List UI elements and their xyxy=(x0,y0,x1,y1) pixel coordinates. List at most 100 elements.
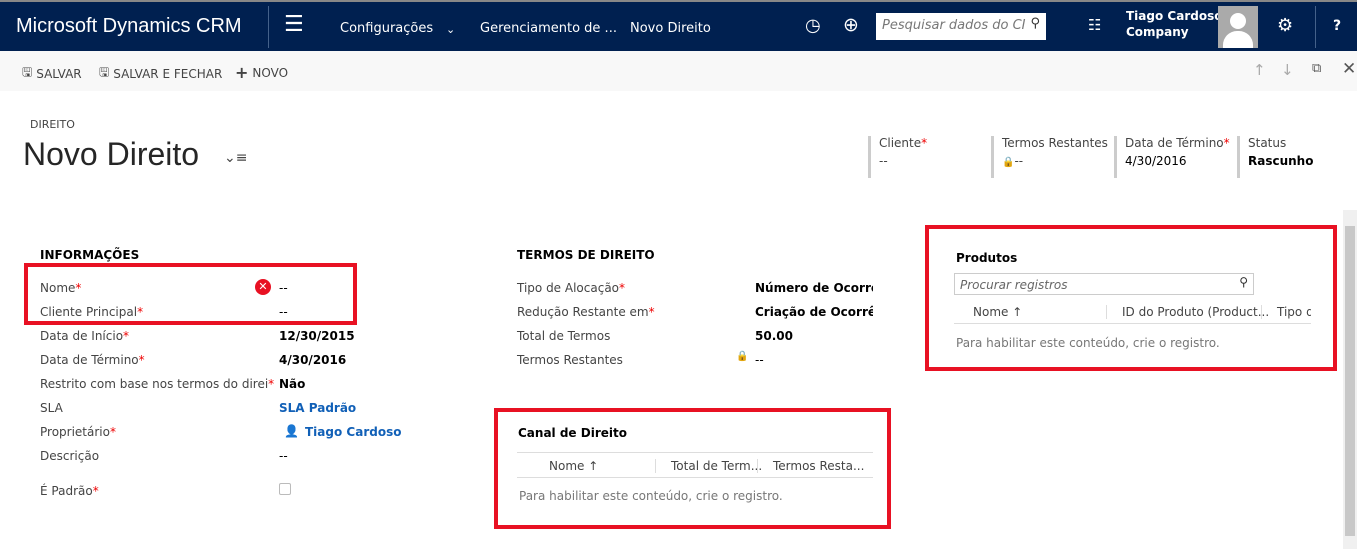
arrow-down-icon[interactable]: ↓ xyxy=(1281,61,1294,79)
field-value[interactable]: Tiago Cardoso xyxy=(305,425,402,439)
header-field-termos-restantes: Termos Restantes 🔒-- xyxy=(991,136,1111,178)
label-text: Restrito com base nos termos do direi xyxy=(40,377,269,391)
field-value[interactable]: 4/30/2016 xyxy=(279,353,347,367)
create-icon[interactable]: ⊕ xyxy=(843,14,859,36)
value: Rascunho xyxy=(1248,154,1314,168)
new-label: NOVO xyxy=(252,65,289,80)
breadcrumb-configuracoes[interactable]: Configurações xyxy=(340,21,434,36)
search-records-input[interactable]: Procurar registros ⚲ xyxy=(954,273,1254,295)
field-value[interactable]: -- xyxy=(279,449,288,463)
required-icon: * xyxy=(137,305,144,319)
company-name: Company xyxy=(1126,25,1189,39)
save-close-button[interactable]: 🖫 SALVAR E FECHAR xyxy=(99,63,222,84)
close-icon[interactable]: ✕ xyxy=(1342,59,1357,79)
field-label: Data de Início* xyxy=(40,329,129,343)
avatar[interactable] xyxy=(1218,6,1258,48)
search-icon[interactable]: ⚲ xyxy=(1239,275,1248,289)
user-name: Tiago Cardoso xyxy=(1126,9,1223,23)
label-text: Total de Termos xyxy=(517,329,611,343)
value: -- xyxy=(1014,154,1024,168)
label-text: É Padrão xyxy=(40,484,93,498)
command-bar: 🖫 SALVAR 🖫 SALVAR E FECHAR + NOVO ↑ ↓ ⧉ ✕ xyxy=(0,51,1357,91)
field-value[interactable]: Criação de Ocorrências xyxy=(755,305,873,319)
header-field-cliente[interactable]: Cliente* -- xyxy=(868,136,988,178)
save-button[interactable]: 🖫 SALVAR xyxy=(22,63,82,84)
lock-icon: 🔒 xyxy=(1002,157,1015,168)
column-header[interactable]: Nome ↑ xyxy=(549,459,599,473)
label-text: Termos Restantes xyxy=(517,353,623,367)
divider xyxy=(1315,6,1316,48)
section-title-informacoes: INFORMAÇÕES xyxy=(40,248,140,262)
field-value[interactable]: -- xyxy=(279,281,288,295)
subgrid-title: Canal de Direito xyxy=(518,426,627,440)
menu-icon[interactable]: ☰ xyxy=(284,12,304,37)
error-icon: ✕ xyxy=(255,279,271,295)
column-header[interactable]: Total de Term... xyxy=(655,459,762,473)
entity-label: DIREITO xyxy=(30,118,75,131)
field-label: É Padrão* xyxy=(40,484,99,498)
subgrid-title: Produtos xyxy=(956,251,1018,265)
field-value[interactable]: -- xyxy=(755,353,764,367)
label-text: Data de Início xyxy=(40,329,124,343)
field-label: Cliente Principal* xyxy=(40,305,143,319)
value: 4/30/2016 xyxy=(1125,154,1187,168)
field-value[interactable]: Não xyxy=(279,377,306,391)
field-value[interactable]: 50.00 xyxy=(755,329,793,343)
top-nav-bar: Microsoft Dynamics CRM ☰ Configurações ⌄… xyxy=(0,0,1357,51)
required-icon: * xyxy=(109,425,116,439)
user-icon: 👤 xyxy=(284,424,299,438)
label: Status xyxy=(1248,136,1287,150)
search-icon[interactable]: ⚲ xyxy=(1030,16,1040,31)
chevron-down-icon[interactable]: ⌄ xyxy=(446,23,456,36)
label-text: Proprietário xyxy=(40,425,110,439)
scrollbar[interactable] xyxy=(1343,210,1357,549)
advanced-find-icon[interactable]: ☷ xyxy=(1088,16,1102,34)
label-text: Data de Término xyxy=(40,353,139,367)
required-icon: * xyxy=(648,305,655,319)
save-close-label: SALVAR E FECHAR xyxy=(113,66,223,81)
empty-message: Para habilitar este conteúdo, crie o reg… xyxy=(956,336,1220,350)
column-header[interactable]: ID do Produto (Product... xyxy=(1106,305,1269,319)
padrao-checkbox[interactable] xyxy=(279,483,291,495)
help-button[interactable]: ? xyxy=(1333,18,1342,34)
field-label: Termos Restantes xyxy=(517,353,623,367)
column-header[interactable]: Termos Resta... xyxy=(757,459,864,473)
field-label: Nome* xyxy=(40,281,81,295)
section-title-termos: TERMOS DE DIREITO xyxy=(517,248,655,262)
field-value[interactable]: 12/30/2015 xyxy=(279,329,355,343)
popout-icon[interactable]: ⧉ xyxy=(1312,61,1322,76)
column-header[interactable]: Tipo de P xyxy=(1261,305,1311,319)
gear-icon[interactable]: ⚙ xyxy=(1277,15,1294,36)
column-header[interactable]: Nome ↑ xyxy=(973,305,1023,319)
empty-message: Para habilitar este conteúdo, crie o reg… xyxy=(519,489,783,503)
value: -- xyxy=(879,154,888,168)
app-title[interactable]: Microsoft Dynamics CRM xyxy=(16,15,242,37)
label-text: SLA xyxy=(40,401,63,415)
field-label: Data de Término* xyxy=(40,353,145,367)
field-value[interactable]: SLA Padrão xyxy=(279,401,357,415)
new-button[interactable]: + NOVO xyxy=(235,63,288,82)
form-selector-icon[interactable]: ⌄≡ xyxy=(224,150,248,166)
field-value[interactable]: Número de Ocorrências xyxy=(755,281,873,295)
required-icon: * xyxy=(75,281,82,295)
search-input[interactable]: Pesquisar dados do CI ⚲ xyxy=(876,13,1046,40)
plus-icon: + xyxy=(235,63,249,82)
canal-subgrid: Canal de Direito Nome ↑ Total de Term...… xyxy=(494,408,891,529)
breadcrumb-novo-direito[interactable]: Novo Direito xyxy=(630,21,711,36)
header-field-data-termino[interactable]: Data de Término* 4/30/2016 xyxy=(1114,136,1234,178)
label-text: Redução Restante em xyxy=(517,305,649,319)
user-info[interactable]: Tiago Cardoso Company xyxy=(1126,8,1222,40)
field-label: SLA xyxy=(40,401,63,415)
field-label: Tipo de Alocação* xyxy=(517,281,625,295)
recent-icon[interactable]: ◷ xyxy=(805,15,821,36)
label: Termos Restantes xyxy=(1002,136,1108,150)
field-value[interactable]: -- xyxy=(279,305,288,319)
required-icon: * xyxy=(138,353,145,367)
required-icon: * xyxy=(619,281,626,295)
required-icon: * xyxy=(1223,136,1230,150)
breadcrumb-gerenciamento[interactable]: Gerenciamento de ... xyxy=(480,21,617,36)
label-text: Cliente Principal xyxy=(40,305,138,319)
scrollbar-thumb[interactable] xyxy=(1345,226,1355,536)
save-close-icon: 🖫 xyxy=(99,65,110,79)
arrow-up-icon[interactable]: ↑ xyxy=(1253,61,1266,79)
